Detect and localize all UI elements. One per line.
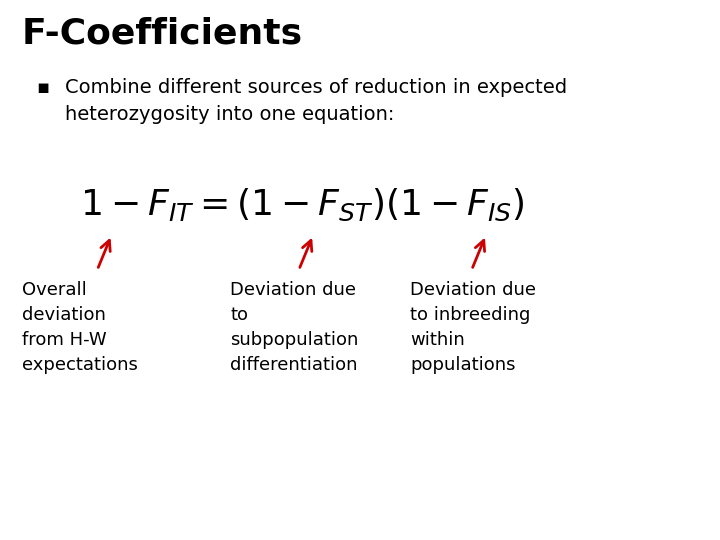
Text: $1 - F_{IT} = (1 - F_{ST})(1 - F_{IS})$: $1 - F_{IT} = (1 - F_{ST})(1 - F_{IS})$ <box>80 187 525 224</box>
Text: Deviation due
to inbreeding
within
populations: Deviation due to inbreeding within popul… <box>410 281 536 374</box>
Text: ▪: ▪ <box>36 78 49 97</box>
Text: Overall
deviation
from H-W
expectations: Overall deviation from H-W expectations <box>22 281 138 374</box>
Text: Deviation due
to
subpopulation
differentiation: Deviation due to subpopulation different… <box>230 281 359 374</box>
Text: Combine different sources of reduction in expected
heterozygosity into one equat: Combine different sources of reduction i… <box>65 78 567 124</box>
Text: F-Coefficients: F-Coefficients <box>22 16 302 50</box>
